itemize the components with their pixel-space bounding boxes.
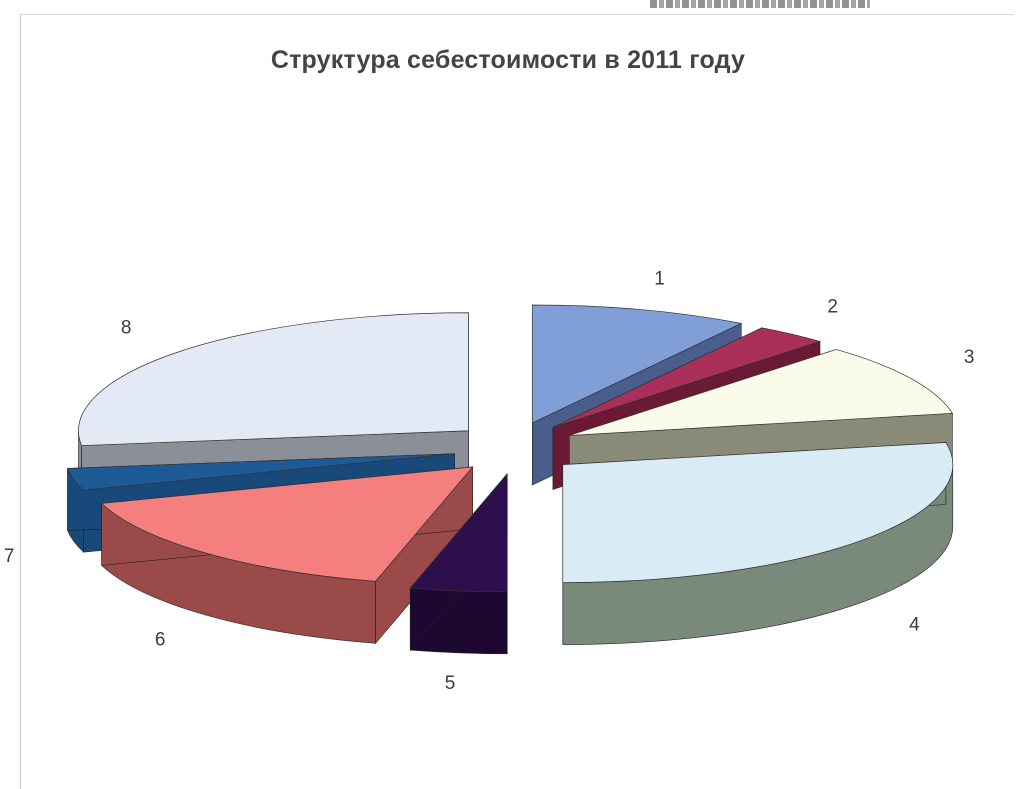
slice-7 bbox=[67, 453, 455, 491]
slice-2 bbox=[552, 327, 822, 428]
slice-label-4: 4 bbox=[909, 615, 920, 636]
chart-area bbox=[20, 14, 1014, 789]
slice-6 bbox=[100, 466, 474, 582]
slice-3 bbox=[569, 349, 954, 436]
slice-label-3: 3 bbox=[964, 347, 975, 368]
cropped-header-text bbox=[650, 0, 870, 8]
slice-label-8: 8 bbox=[121, 317, 132, 338]
slice-label-6: 6 bbox=[155, 630, 166, 651]
slice-4 bbox=[562, 442, 954, 583]
slice-label-2: 2 bbox=[827, 296, 838, 317]
slice-5 bbox=[409, 472, 508, 593]
chart-title: Структура себестоимости в 2011 году bbox=[270, 46, 746, 74]
slice-label-7: 7 bbox=[4, 546, 15, 567]
slice-label-5: 5 bbox=[445, 673, 456, 694]
slice-1 bbox=[531, 304, 743, 424]
slice-label-1: 1 bbox=[654, 268, 665, 289]
slice-8 bbox=[78, 312, 469, 446]
